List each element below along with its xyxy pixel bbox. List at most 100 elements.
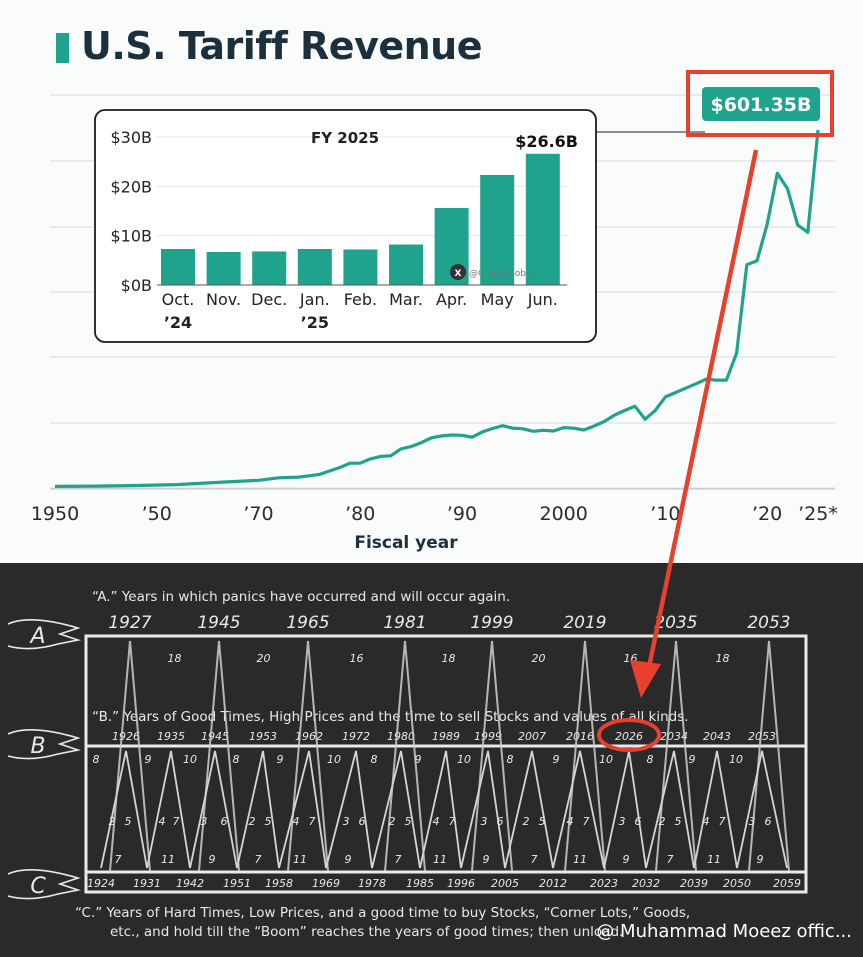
cycle-interval-numeral: 11 xyxy=(293,853,307,866)
cycle-interval-numeral: 2 xyxy=(109,815,116,828)
panic-interval: 16 xyxy=(350,652,364,665)
cycle-interval-numeral: 5 xyxy=(405,815,412,828)
panic-year: 1945 xyxy=(197,613,240,633)
cycle-interval-numeral: 9 xyxy=(483,853,490,866)
cycle-interval-numeral: 7 xyxy=(531,853,538,866)
good-year: 1935 xyxy=(157,730,185,743)
cycle-interval-numeral: 6 xyxy=(635,815,642,828)
hard-year: 1978 xyxy=(358,877,386,890)
panic-year: 2019 xyxy=(563,613,606,633)
good-year: 1926 xyxy=(112,730,140,743)
tariff-line-chart: 1950 ’50 ’70 ’80 ’90 2000 ’10 ’20 ’25* Fiscal yea… xyxy=(31,70,838,553)
cycle-interval-numeral: 2 xyxy=(523,815,530,828)
inset-bar-3 xyxy=(297,248,332,285)
inset-y-tick-label: $20B xyxy=(110,177,152,196)
cycle-interval-numeral: 4 xyxy=(159,815,166,828)
callout-badge xyxy=(702,87,820,121)
row-b-label: “B.” Years of Good Times, High Prices an… xyxy=(92,709,689,725)
inset-y-tick-label: $30B xyxy=(110,128,152,147)
cycle-interval-numeral: 9 xyxy=(757,853,764,866)
callout-value: $601.35B xyxy=(710,94,811,116)
hard-year: 1942 xyxy=(176,877,204,890)
cycle-interval-numeral: 9 xyxy=(623,853,630,866)
good-year: 2007 xyxy=(518,730,546,743)
cycle-interval-numeral: 3 xyxy=(343,815,350,828)
good-year: 1999 xyxy=(474,730,502,743)
cycle-interval-numeral: 10 xyxy=(327,753,341,766)
hard-year: 2050 xyxy=(723,877,751,890)
cycle-interval-numeral: 4 xyxy=(567,815,574,828)
pointing-hand-icon xyxy=(7,869,82,900)
cycle-interval-numeral: 3 xyxy=(749,815,756,828)
cycle-interval-numeral: 7 xyxy=(255,853,262,866)
panic-year: 2035 xyxy=(654,613,697,633)
cycle-interval-numeral: 7 xyxy=(173,815,180,828)
cycle-interval-numeral: 4 xyxy=(293,815,300,828)
cycle-interval-numeral: 7 xyxy=(449,815,456,828)
cycle-interval-numeral: 4 xyxy=(433,815,440,828)
cycle-interval-numeral: 8 xyxy=(233,753,240,766)
inset-x-tick-label: Oct. xyxy=(162,290,195,309)
good-year: 1980 xyxy=(387,730,415,743)
inset-bar-4 xyxy=(343,249,378,285)
inset-bar-0 xyxy=(161,248,195,285)
inset-last-value-label: $26.6B xyxy=(515,132,578,151)
cycle-interval-numeral: 5 xyxy=(125,815,132,828)
panic-peak-line xyxy=(287,640,329,872)
hand-label: C xyxy=(30,874,46,899)
hand-label: B xyxy=(30,734,45,759)
inset-y-tick-label: $10B xyxy=(110,227,152,246)
inset-title: FY 2025 xyxy=(311,129,379,147)
hard-year: 1958 xyxy=(265,877,293,890)
inset-x-tick-label: Apr. xyxy=(436,290,467,309)
cycle-interval-numeral: 11 xyxy=(433,853,447,866)
cycle-interval-numeral: 10 xyxy=(599,753,613,766)
cycle-interval-numeral: 6 xyxy=(221,815,228,828)
x-tick-label: ’50 xyxy=(142,503,172,525)
row-c-label-line2: etc., and hold till the “Boom” reaches t… xyxy=(110,924,623,940)
inset-bar-7 xyxy=(480,174,515,285)
footer-watermark: @ Muhammad Moeez offic... xyxy=(596,921,852,942)
cycle-interval-numeral: 9 xyxy=(345,853,352,866)
panic-peak-line xyxy=(748,640,790,872)
hard-year: 2039 xyxy=(680,877,708,890)
pointing-hand-icon xyxy=(7,729,82,760)
hard-year: 1924 xyxy=(87,877,115,890)
good-year: 2016 xyxy=(566,730,594,743)
highlight-2026-circle xyxy=(597,718,661,752)
hard-year: 1985 xyxy=(406,877,434,890)
x-tick-label: ’20 xyxy=(752,503,782,525)
x-tick-label: ’90 xyxy=(447,503,477,525)
inset-x-tick-label: Feb. xyxy=(344,290,377,309)
panic-year: 1927 xyxy=(108,613,151,633)
row-c-frame xyxy=(84,870,808,894)
x-axis-title: Fiscal year xyxy=(354,533,458,553)
cycle-interval-numeral: 5 xyxy=(675,815,682,828)
hard-year: 2059 xyxy=(773,877,801,890)
pointing-hand-icon xyxy=(7,619,82,650)
cycle-interval-numeral: 9 xyxy=(689,753,696,766)
tariff-chart-panel: U.S. Tariff Revenue 1950 ’50 ’70 ’80 ’90 2000… xyxy=(30,24,838,553)
inset-x-tick-label: Mar. xyxy=(389,290,423,309)
inset-bar-1 xyxy=(206,251,241,285)
cycle-interval-numeral: 7 xyxy=(115,853,122,866)
panic-interval: 20 xyxy=(532,652,546,665)
panic-interval: 16 xyxy=(624,652,638,665)
cycle-interval-numeral: 2 xyxy=(389,815,396,828)
x-tick-label: ’10 xyxy=(650,503,680,525)
cycle-zigzag-line xyxy=(100,750,788,869)
row-a-label: “A.” Years in which panics have occurred… xyxy=(92,589,510,605)
callout-highlight-box xyxy=(686,70,834,137)
cycle-interval-numeral: 3 xyxy=(201,815,208,828)
cycle-interval-numeral: 8 xyxy=(93,753,100,766)
cycle-interval-numeral: 3 xyxy=(619,815,626,828)
good-year: 2043 xyxy=(703,730,731,743)
cycle-interval-numeral: 2 xyxy=(249,815,256,828)
inset-x-tick-label: Jun. xyxy=(527,290,558,309)
good-year: 1989 xyxy=(432,730,460,743)
good-year: 2053 xyxy=(748,730,776,743)
cycle-interval-numeral: 2 xyxy=(659,815,666,828)
hard-year: 2023 xyxy=(590,877,618,890)
cycle-interval-numeral: 9 xyxy=(209,853,216,866)
cycle-interval-numeral: 6 xyxy=(765,815,772,828)
